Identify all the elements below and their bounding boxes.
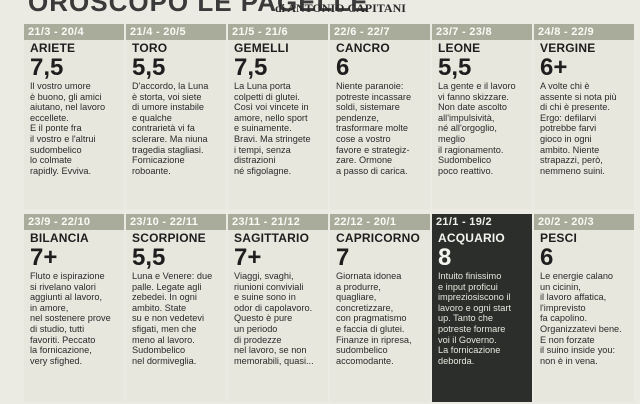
masthead: OROSCOPO LE PAGELLE di ANTONIO CAPITANI	[0, 0, 640, 20]
sign-grade: 7,5	[30, 54, 64, 81]
sign-grade: 7	[336, 244, 350, 271]
sign-text: Le energie calano un cicinin, il lavoro …	[540, 271, 622, 366]
sign-card-cancro: 22/6 - 22/7 CANCRO 6 Niente paranoie: po…	[330, 24, 430, 209]
section-title: OROSCOPO LE PAGELLE	[28, 0, 369, 17]
sign-grade: 5,5	[438, 54, 472, 81]
date-range: 23/10 - 22/11	[126, 214, 226, 230]
sign-text: Viaggi, svaghi, riunioni conviviali e su…	[234, 271, 314, 366]
date-range: 21/4 - 20/5	[126, 24, 226, 40]
sign-text: Giornata idonea a produrre, quagliare, c…	[336, 271, 412, 366]
sign-text: A volte chi è assente si nota più di chi…	[540, 81, 617, 176]
sign-card-ariete: 21/3 - 20/4 ARIETE 7,5 Il vostro umore è…	[24, 24, 124, 209]
sign-name: CANCRO	[336, 41, 390, 55]
sign-text: D'accordo, la Luna è storta, voi siete d…	[132, 81, 209, 176]
sign-card-vergine: 24/8 - 22/9 VERGINE 6+ A volte chi è ass…	[534, 24, 634, 209]
sign-name: BILANCIA	[30, 231, 89, 245]
sign-grade: 6	[540, 244, 554, 271]
sign-card-pesci: 20/2 - 20/3 PESCI 6 Le energie calano un…	[534, 214, 634, 402]
horoscope-grid: 21/3 - 20/4 ARIETE 7,5 Il vostro umore è…	[24, 24, 636, 402]
sign-name: PESCI	[540, 231, 578, 245]
sign-name: ARIETE	[30, 41, 76, 55]
sign-card-capricorno: 22/12 - 20/1 CAPRICORNO 7 Giornata idone…	[330, 214, 430, 402]
date-range: 22/6 - 22/7	[330, 24, 430, 40]
sign-card-sagittario: 23/11 - 21/12 SAGITTARIO 7+ Viaggi, svag…	[228, 214, 328, 402]
sign-card-acquario: 21/1 - 19/2 ACQUARIO 8 Intuito finissimo…	[432, 214, 532, 402]
sign-name: GEMELLI	[234, 41, 289, 55]
sign-grade: 7,5	[234, 54, 268, 81]
sign-text: La Luna porta colpetti di glutei. Così v…	[234, 81, 311, 176]
date-range: 22/12 - 20/1	[330, 214, 430, 230]
sign-name: CAPRICORNO	[336, 231, 421, 245]
sign-grade: 6+	[540, 54, 568, 81]
sign-grade: 5,5	[132, 54, 166, 81]
sign-text: Fluto e ispirazione si rivelano valori a…	[30, 271, 111, 366]
sign-name: SAGITTARIO	[234, 231, 310, 245]
sign-text: Intuito finissimo e input proficui impre…	[438, 271, 512, 366]
sign-card-toro: 21/4 - 20/5 TORO 5,5 D'accordo, la Luna …	[126, 24, 226, 209]
sign-name: LEONE	[438, 41, 481, 55]
date-range: 23/7 - 23/8	[432, 24, 532, 40]
sign-text: Il vostro umore è buono, gli amici aiuta…	[30, 81, 106, 176]
date-range: 24/8 - 22/9	[534, 24, 634, 40]
sign-name: ACQUARIO	[438, 231, 505, 245]
sign-text: La gente e il lavoro vi fanno skizzare. …	[438, 81, 516, 176]
sign-card-scorpione: 23/10 - 22/11 SCORPIONE 5,5 Luna e Vener…	[126, 214, 226, 402]
sign-text: Niente paranoie: potreste incassare sold…	[336, 81, 412, 176]
date-range: 21/3 - 20/4	[24, 24, 124, 40]
date-range: 21/5 - 21/6	[228, 24, 328, 40]
sign-card-gemelli: 21/5 - 21/6 GEMELLI 7,5 La Luna porta co…	[228, 24, 328, 209]
sign-card-leone: 23/7 - 23/8 LEONE 5,5 La gente e il lavo…	[432, 24, 532, 209]
sign-name: SCORPIONE	[132, 231, 206, 245]
sign-name: TORO	[132, 41, 168, 55]
sign-grade: 8	[438, 244, 452, 271]
date-range: 20/2 - 20/3	[534, 214, 634, 230]
sign-grade: 5,5	[132, 244, 166, 271]
sign-name: VERGINE	[540, 41, 596, 55]
author-byline: di ANTONIO CAPITANI	[275, 1, 406, 15]
date-range: 23/11 - 21/12	[228, 214, 328, 230]
date-range: 21/1 - 19/2	[432, 214, 532, 230]
sign-card-bilancia: 23/9 - 22/10 BILANCIA 7+ Fluto e ispiraz…	[24, 214, 124, 402]
sign-grade: 6	[336, 54, 350, 81]
sign-text: Luna e Venere: due palle. Legate agli ze…	[132, 271, 213, 366]
date-range: 23/9 - 22/10	[24, 214, 124, 230]
sign-grade: 7+	[30, 244, 58, 271]
sign-grade: 7+	[234, 244, 262, 271]
